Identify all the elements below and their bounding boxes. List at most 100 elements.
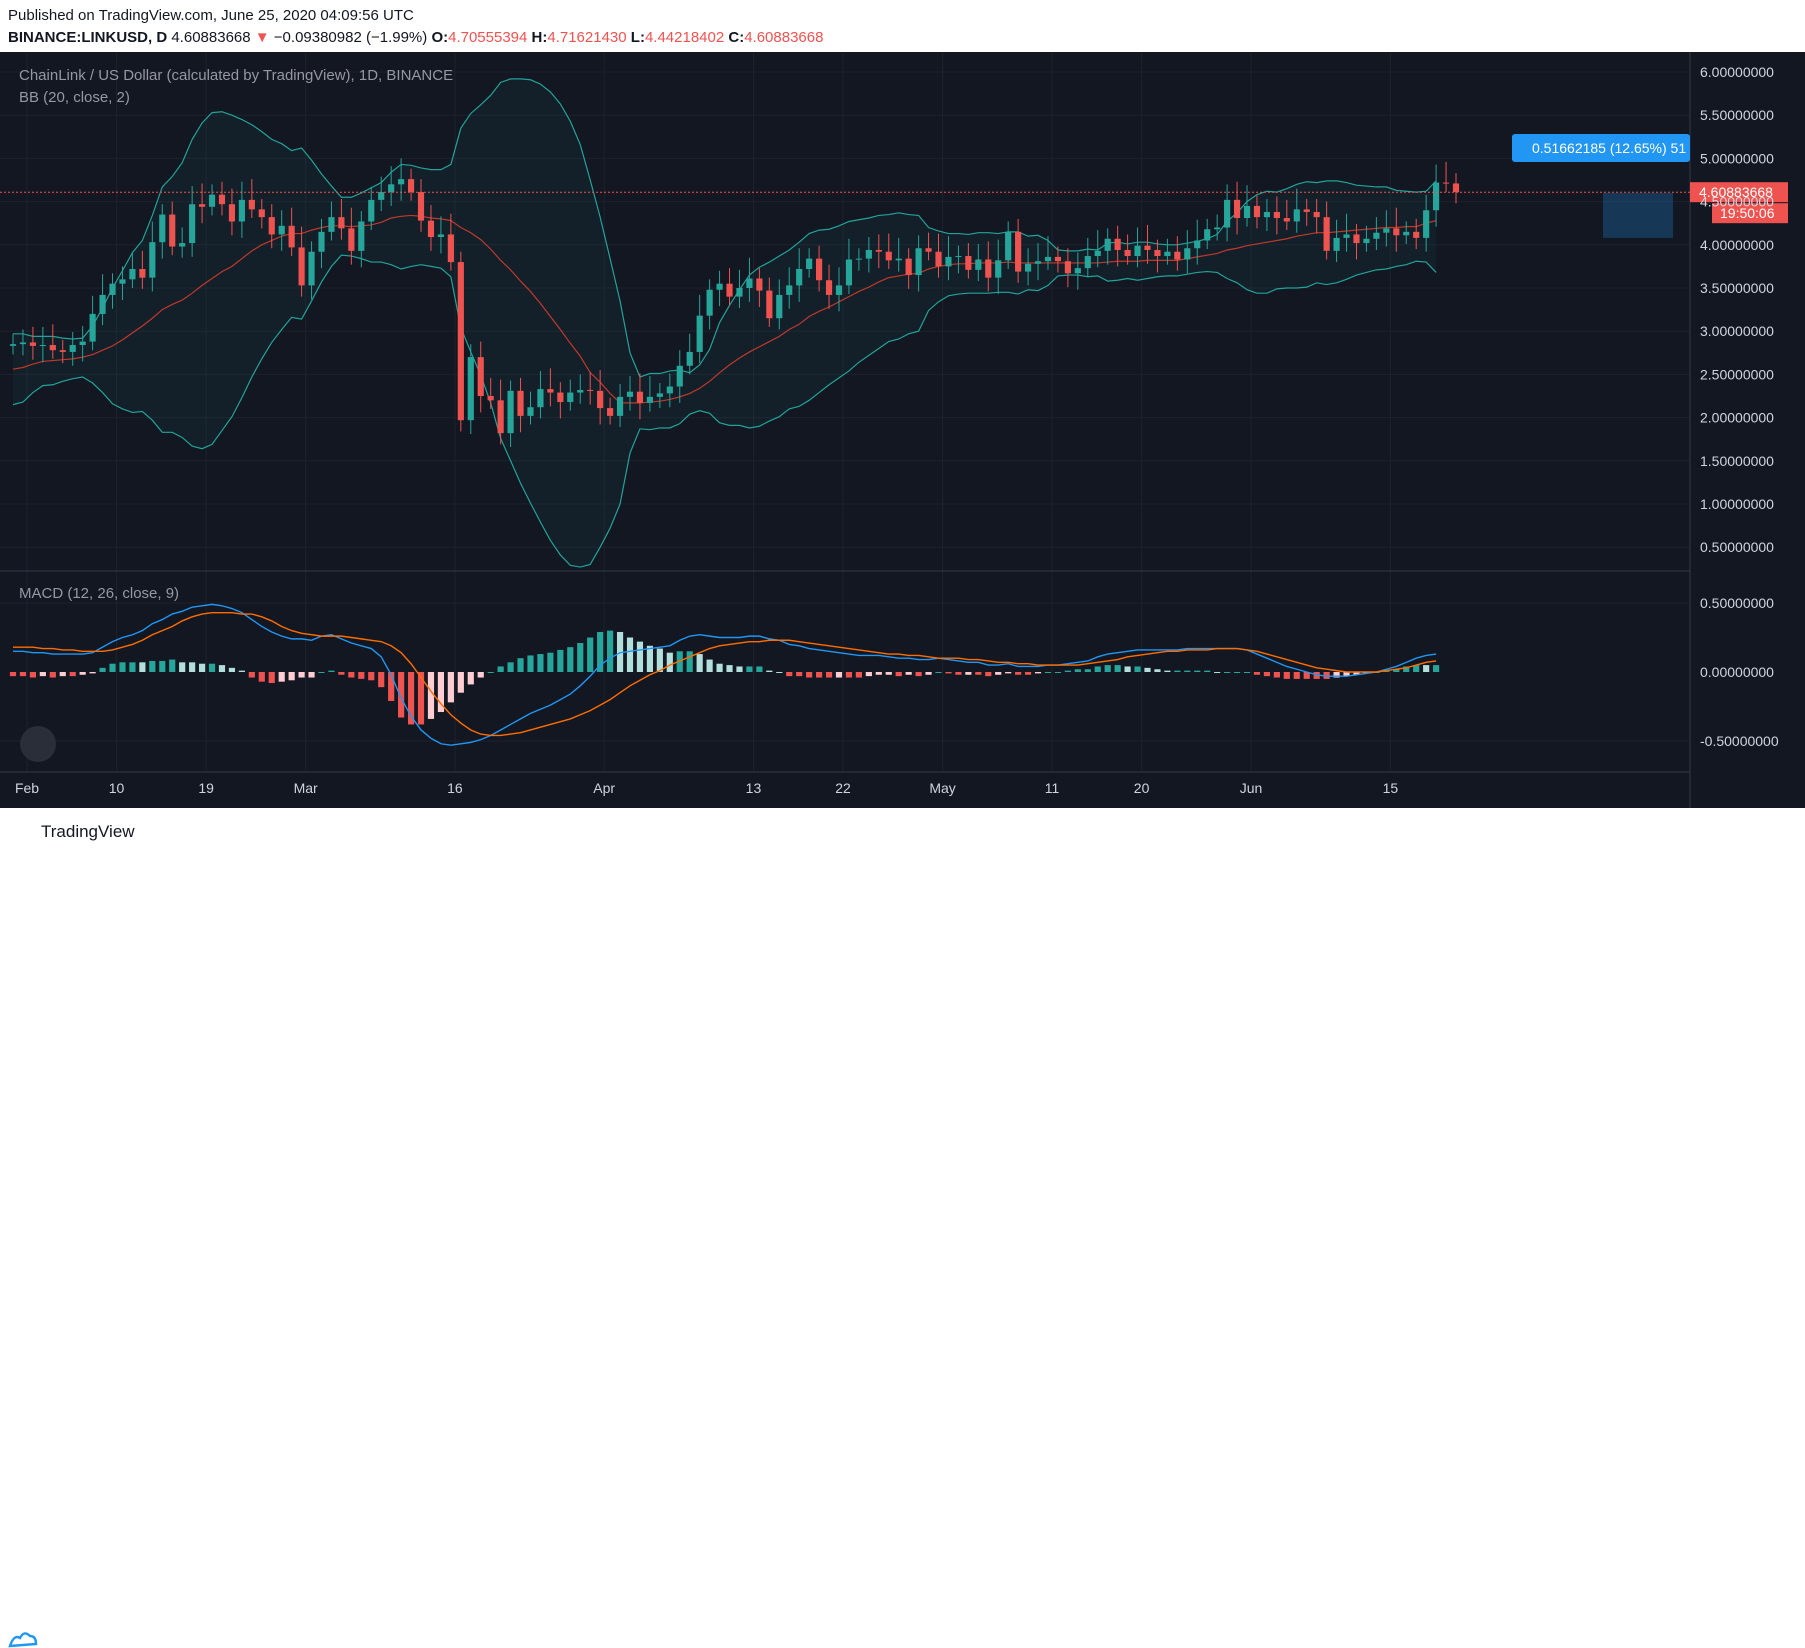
macd-histogram-bar (338, 672, 345, 675)
macd-histogram-bar (746, 666, 753, 672)
macd-histogram-bar (1333, 672, 1340, 678)
bb-lower-line (12, 254, 1437, 568)
macd-histogram-bar (1104, 665, 1111, 672)
candle-body (547, 389, 554, 393)
macd-histogram-bar (686, 651, 693, 672)
candle-body (507, 390, 514, 434)
macd-histogram-bar (208, 663, 216, 672)
candle-body (288, 225, 295, 248)
macd-histogram-bar (766, 670, 773, 672)
candle-body (487, 396, 494, 401)
candle-body (348, 228, 355, 251)
macd-histogram-bar (1233, 672, 1241, 673)
candle-body (716, 283, 723, 290)
macd-histogram-bar (1164, 670, 1171, 672)
candle-body (1303, 209, 1310, 212)
candle-body (1373, 232, 1380, 239)
price-tick-label: 6.00000000 (1700, 64, 1774, 80)
last-price: 4.60883668 (171, 29, 251, 46)
candle-body (1333, 237, 1340, 251)
macd-histogram-bar (159, 660, 166, 672)
macd-legend[interactable]: MACD (12, 26, close, 9) (19, 585, 180, 602)
candle-body (1423, 210, 1430, 238)
macd-histogram-bar (547, 652, 554, 672)
macd-histogram-bar (198, 663, 206, 672)
macd-histogram-bar (1064, 670, 1071, 672)
macd-histogram-bar (835, 672, 843, 678)
candle-body (656, 393, 663, 397)
bb-fill (13, 78, 1437, 568)
candle-body (577, 389, 584, 393)
candle-body (49, 345, 56, 351)
macd-histogram-bar (1253, 672, 1261, 675)
open-value: 4.70555394 (448, 29, 528, 46)
candle-body (139, 268, 146, 278)
time-tick-label: Mar (294, 780, 318, 796)
candle-body (99, 294, 106, 314)
macd-histogram-bar (258, 672, 265, 682)
bb-legend[interactable]: BB (20, close, 2) (19, 89, 130, 106)
overlays: 0.51662185 (12.65%) 51 4.60883668 19:50:06 (0, 134, 1788, 238)
macd-histogram-bar (457, 672, 464, 693)
macd-histogram-bar (298, 672, 305, 678)
countdown-tag: 19:50:06 (1720, 205, 1775, 221)
candle-body (169, 214, 176, 247)
macd-histogram-bar (308, 672, 315, 678)
macd-histogram-bar (945, 672, 952, 674)
candle-body (1452, 183, 1460, 193)
candle-body (1293, 209, 1300, 222)
macd-histogram-bar (169, 659, 176, 672)
candle-body (1253, 205, 1261, 218)
candle-body (825, 280, 833, 295)
macd-histogram-bar (348, 672, 355, 678)
candle-body (129, 268, 136, 280)
macd-histogram-bar (1353, 672, 1360, 675)
candle-body (1273, 211, 1280, 219)
candle-body (776, 294, 783, 319)
published-line: Published on TradingView.com, June 25, 2… (8, 7, 414, 24)
candle-body (208, 194, 216, 207)
macd-histogram-bar (577, 643, 584, 672)
candle-body (109, 283, 116, 295)
macd-histogram-bar (666, 652, 673, 672)
macd-histogram-bar (1144, 667, 1151, 672)
candle-body (587, 389, 594, 391)
candle-body (89, 313, 96, 342)
last-price-tag: 4.60883668 (1699, 184, 1773, 200)
candle-body (1243, 205, 1251, 219)
macd-histogram-bar (19, 672, 27, 677)
candle-body (378, 192, 385, 200)
measure-label: 0.51662185 (12.65%) 51 (1532, 140, 1686, 156)
macd-histogram-bar (567, 647, 574, 672)
candle-body (457, 262, 464, 421)
candle-body (945, 256, 952, 267)
candle-body (816, 258, 823, 281)
bollinger-bands (12, 78, 1437, 568)
macd-histogram-bar (925, 672, 932, 675)
time-tick-label: 13 (746, 780, 762, 796)
candle-body (1154, 249, 1161, 257)
footer-bar (0, 808, 1805, 1648)
macd-histogram-bar (895, 672, 902, 677)
chart-title[interactable]: ChainLink / US Dollar (calculated by Tra… (19, 67, 454, 84)
price-chart-svg[interactable]: 0.51662185 (12.65%) 51 4.60883668 19:50:06… (0, 52, 1805, 808)
candle-body (1393, 228, 1400, 236)
macd-histogram-bar (149, 660, 156, 672)
candle-body (79, 341, 86, 346)
chart-area[interactable] (0, 52, 1805, 808)
candle-body (417, 192, 425, 221)
macd-histogram-bar (885, 672, 892, 675)
macd-histogram-bar (407, 672, 415, 725)
candle-body (1174, 251, 1181, 260)
price-tick-label: 5.50000000 (1700, 107, 1774, 123)
candle-body (646, 396, 653, 403)
candle-body (278, 225, 285, 235)
candle-body (1343, 234, 1350, 238)
macd-histogram-bar (497, 666, 504, 672)
macd-histogram-bar (527, 655, 534, 672)
candle-body (636, 391, 644, 403)
bb-basis-line (12, 214, 1437, 404)
macd-histogram-bar (1224, 672, 1231, 673)
candle-body (935, 251, 942, 267)
last-price-tag-bg (1690, 182, 1788, 203)
